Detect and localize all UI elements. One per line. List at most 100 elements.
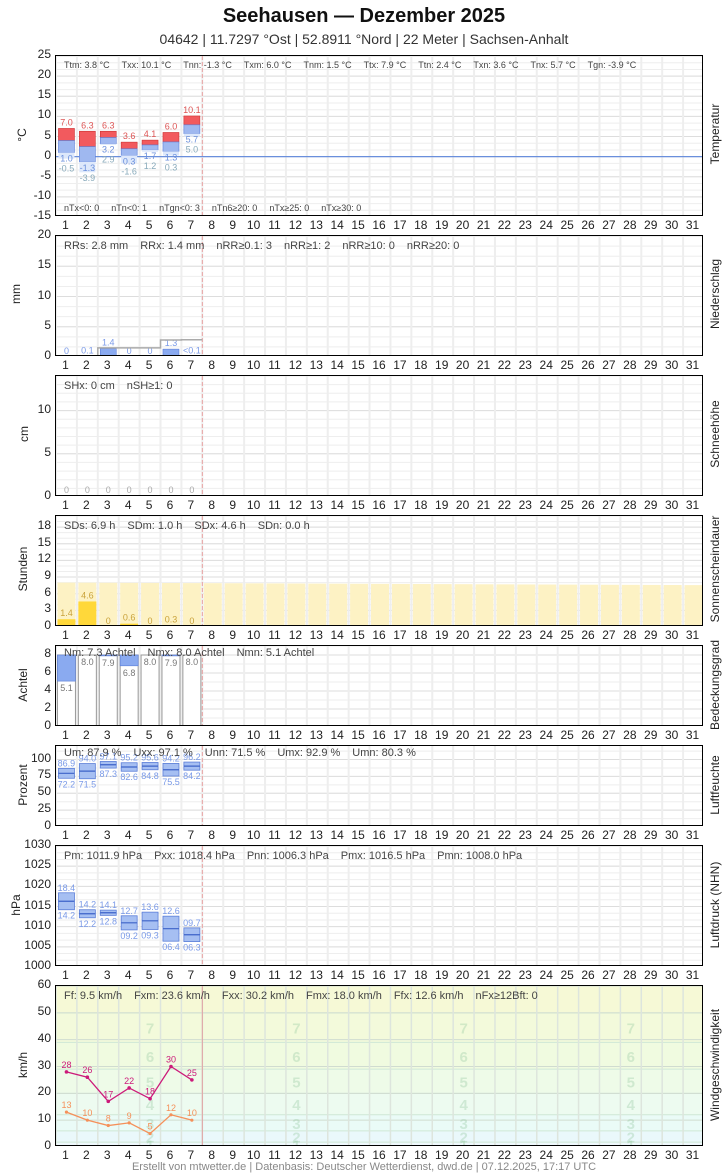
- x-tick-day: 14: [330, 358, 344, 372]
- x-tick-day: 24: [539, 498, 553, 512]
- x-tick-day: 27: [602, 498, 616, 512]
- x-tick-day: 17: [393, 728, 407, 742]
- x-tick-day: 7: [187, 218, 195, 232]
- x-tick-day: 5: [145, 828, 153, 842]
- x-tick-day: 31: [685, 358, 700, 372]
- svg-text:94.2: 94.2: [162, 753, 180, 763]
- snow-x-axis: 1 2 3 4 5 6 7 8 9 10 11 12 13 14 15 16 17 18 19 20 21 22 23 24 2…: [55, 498, 703, 512]
- stat-item: Umn: 80.3 %: [352, 747, 416, 759]
- sunshine-stats: SDs: 6.9 h SDm: 1.0 h SDx: 4.6 h SDn: 0.0 h: [64, 520, 322, 532]
- x-tick-day: 25: [560, 728, 574, 742]
- x-tick-day: 21: [476, 628, 491, 642]
- x-tick-day: 5: [145, 498, 153, 512]
- x-tick-day: 21: [476, 498, 491, 512]
- x-tick-day: 15: [351, 628, 365, 642]
- x-tick-day: 13: [309, 968, 323, 982]
- x-tick-day: 12: [288, 218, 303, 232]
- x-tick-day: 3: [103, 1148, 111, 1162]
- x-tick-day: 22: [497, 218, 512, 232]
- x-tick-day: 15: [351, 498, 365, 512]
- svg-text:3: 3: [627, 1116, 635, 1133]
- x-tick-day: 7: [187, 628, 195, 642]
- stat-item: Tnm: 1.5 °C: [303, 60, 352, 70]
- svg-text:5.1: 5.1: [60, 683, 73, 693]
- svg-text:6: 6: [146, 1049, 154, 1066]
- x-tick-day: 11: [268, 1148, 281, 1162]
- svg-text:4.6: 4.6: [81, 590, 94, 600]
- x-tick-day: 16: [372, 628, 386, 642]
- x-tick-day: 30: [664, 728, 679, 742]
- svg-text:0: 0: [85, 485, 90, 495]
- x-tick-day: 5: [145, 358, 153, 372]
- y-tick: 6: [44, 664, 51, 678]
- y-tick: 1010: [24, 917, 51, 932]
- x-tick-day: 6: [166, 728, 174, 742]
- x-tick-day: 12: [288, 628, 303, 642]
- svg-text:14.2: 14.2: [58, 911, 76, 921]
- stat-item: SHx: 0 cm: [64, 380, 115, 392]
- stat-item: Ttn: 2.4 °C: [418, 60, 462, 70]
- svg-text:-0.5: -0.5: [59, 164, 75, 174]
- stat-item: SDx: 4.6 h: [194, 520, 246, 532]
- x-tick-day: 10: [246, 828, 261, 842]
- x-tick-day: 8: [208, 628, 216, 642]
- svg-text:30: 30: [166, 1055, 176, 1065]
- x-tick-day: 13: [309, 498, 323, 512]
- x-tick-day: 19: [435, 968, 449, 982]
- y-tick: 20: [37, 227, 51, 241]
- x-tick-day: 28: [623, 1148, 637, 1162]
- stat-item: Umx: 92.9 %: [277, 747, 341, 759]
- x-tick-day: 8: [208, 828, 216, 842]
- x-tick-day: 15: [351, 358, 365, 372]
- x-tick-day: 14: [330, 968, 344, 982]
- svg-text:1.3: 1.3: [165, 338, 178, 348]
- x-tick-day: 5: [145, 628, 153, 642]
- y-tick: 1025: [24, 857, 51, 872]
- x-tick-day: 16: [372, 828, 386, 842]
- svg-text:10: 10: [187, 1108, 197, 1118]
- stat-item: Pmn: 1008.0 hPa: [437, 850, 523, 862]
- y-tick: 2: [44, 700, 51, 714]
- x-tick-day: 28: [623, 628, 637, 642]
- x-tick-day: 9: [229, 968, 237, 982]
- snow-side-label: Schneehöhe: [708, 400, 722, 468]
- x-tick-day: 31: [685, 728, 700, 742]
- stat-item: nTn<0: 1: [111, 203, 148, 213]
- x-tick-day: 10: [246, 1148, 261, 1162]
- x-tick-day: 29: [644, 628, 658, 642]
- svg-text:2.9: 2.9: [102, 155, 115, 165]
- svg-text:7.9: 7.9: [102, 658, 115, 668]
- stat-item: nTx≥30: 0: [321, 203, 362, 213]
- x-tick-day: 16: [372, 1148, 386, 1162]
- svg-text:18: 18: [145, 1087, 155, 1097]
- stat-item: Pxx: 1018.4 hPa: [154, 850, 235, 862]
- svg-text:-1.6: -1.6: [121, 166, 137, 176]
- svg-text:10: 10: [82, 1108, 92, 1118]
- svg-text:1.4: 1.4: [102, 338, 115, 348]
- y-tick: 5: [44, 317, 51, 332]
- y-tick: 100: [30, 750, 51, 765]
- svg-text:86.9: 86.9: [58, 758, 76, 768]
- svg-text:7.0: 7.0: [60, 117, 73, 127]
- x-tick-day: 4: [124, 498, 132, 512]
- x-tick-day: 29: [644, 498, 658, 512]
- y-tick: 0: [44, 818, 51, 832]
- y-tick: 0: [44, 718, 51, 732]
- x-tick-day: 20: [455, 498, 470, 512]
- x-tick-day: 22: [497, 628, 512, 642]
- svg-text:5.7: 5.7: [186, 135, 199, 145]
- x-tick-day: 26: [581, 828, 595, 842]
- y-tick: 40: [37, 1030, 51, 1045]
- x-tick-day: 19: [435, 218, 449, 232]
- x-tick-day: 31: [685, 218, 700, 232]
- humidity-stats: Um: 87.9 % Uxx: 97.1 % Unn: 71.5 % Umx: 92.…: [64, 747, 428, 759]
- x-tick-day: 10: [246, 968, 261, 982]
- y-tick: 10: [37, 401, 51, 416]
- sunshine-side-label: Sonnenscheindauer: [708, 515, 722, 623]
- x-tick-day: 14: [330, 628, 344, 642]
- svg-text:0: 0: [189, 485, 194, 495]
- x-tick-day: 11: [268, 728, 281, 742]
- x-tick-day: 15: [351, 1148, 365, 1162]
- page-title: Seehausen — Dezember 2025: [222, 5, 506, 27]
- pressure-x-axis: 1 2 3 4 5 6 7 8 9 10 11 12 13 14 15 16 17 18 19 20 21 22 23 24 2…: [55, 968, 703, 982]
